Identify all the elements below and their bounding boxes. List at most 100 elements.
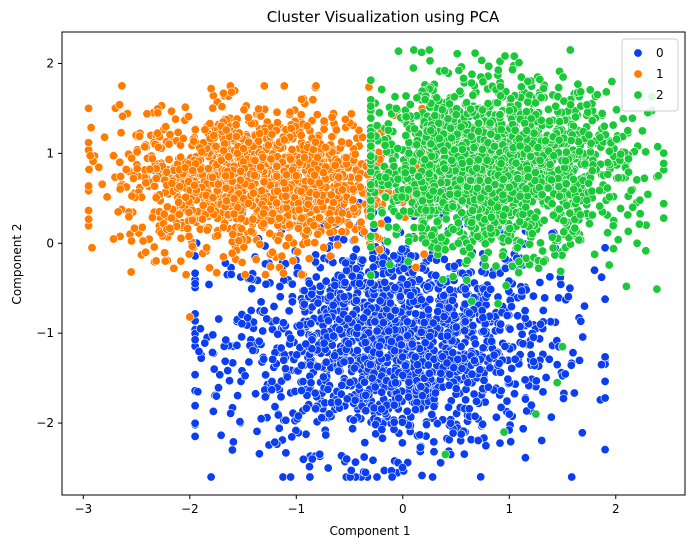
data-point	[410, 352, 420, 362]
data-point	[285, 154, 295, 164]
data-point	[576, 87, 586, 97]
data-point	[208, 347, 218, 357]
data-point	[285, 220, 295, 230]
data-point	[164, 139, 174, 149]
data-point	[265, 262, 275, 272]
data-point	[345, 377, 355, 387]
data-point	[138, 236, 148, 246]
data-point	[448, 272, 458, 282]
data-point	[311, 137, 321, 147]
data-point	[206, 84, 216, 94]
data-point	[429, 401, 439, 411]
data-point	[469, 356, 479, 366]
data-point	[523, 172, 533, 182]
data-point	[209, 364, 219, 374]
data-point	[247, 284, 257, 294]
data-point	[275, 281, 285, 291]
data-point	[356, 217, 366, 227]
data-point	[527, 229, 537, 239]
data-point	[235, 417, 245, 427]
data-point	[348, 195, 358, 205]
data-point	[447, 295, 457, 305]
data-point	[176, 152, 186, 162]
data-point	[321, 276, 331, 286]
data-point	[560, 369, 570, 379]
data-point	[174, 209, 184, 219]
data-point	[428, 472, 438, 482]
data-point	[544, 354, 554, 364]
data-point	[520, 375, 530, 385]
data-point	[273, 235, 283, 245]
data-point	[515, 322, 525, 332]
data-point	[544, 116, 554, 126]
data-point	[600, 393, 610, 403]
data-point	[341, 153, 351, 163]
data-point	[420, 338, 430, 348]
data-point	[493, 65, 503, 75]
data-point	[286, 123, 296, 133]
data-point	[215, 370, 225, 380]
data-point	[84, 181, 94, 191]
data-point	[378, 318, 388, 328]
data-point	[393, 144, 403, 154]
data-point	[341, 258, 351, 268]
data-point	[377, 208, 387, 218]
data-point	[401, 131, 411, 141]
data-point	[298, 454, 308, 464]
data-point	[423, 305, 433, 315]
data-point	[464, 404, 474, 414]
data-point	[577, 428, 587, 438]
data-point	[313, 362, 323, 372]
data-point	[377, 424, 387, 434]
data-point	[284, 233, 294, 243]
data-point	[184, 112, 194, 122]
data-point	[169, 263, 179, 273]
data-point	[202, 225, 212, 235]
data-point	[237, 224, 247, 234]
data-point	[135, 131, 145, 141]
data-point	[129, 174, 139, 184]
data-point	[339, 292, 349, 302]
data-point	[313, 298, 323, 308]
data-point	[352, 345, 362, 355]
data-point	[623, 154, 633, 164]
data-point	[244, 357, 254, 367]
data-point	[281, 415, 291, 425]
data-point	[294, 205, 304, 215]
data-point	[319, 116, 329, 126]
data-point	[348, 424, 358, 434]
data-point	[375, 245, 385, 255]
data-point	[301, 403, 311, 413]
data-point	[359, 377, 369, 387]
data-point	[366, 101, 376, 111]
data-point	[478, 343, 488, 353]
data-point	[473, 232, 483, 242]
data-point	[366, 131, 376, 141]
data-point	[397, 438, 407, 448]
data-point	[452, 49, 462, 59]
data-point	[406, 290, 416, 300]
data-point	[537, 435, 547, 445]
data-point	[343, 314, 353, 324]
data-point	[208, 172, 218, 182]
data-point	[623, 210, 633, 220]
data-point	[339, 357, 349, 367]
data-point	[398, 370, 408, 380]
data-point	[659, 159, 669, 169]
data-point	[313, 229, 323, 239]
data-point	[306, 378, 316, 388]
data-point	[167, 178, 177, 188]
data-point	[279, 355, 289, 365]
data-point	[229, 209, 239, 219]
data-point	[510, 354, 520, 364]
data-point	[366, 180, 376, 190]
data-point	[293, 223, 303, 233]
data-point	[372, 472, 382, 482]
data-point	[319, 124, 329, 134]
data-point	[301, 339, 311, 349]
data-point	[292, 350, 302, 360]
data-point	[578, 332, 588, 342]
data-point	[518, 339, 528, 349]
data-point	[258, 152, 268, 162]
data-point	[132, 164, 142, 174]
